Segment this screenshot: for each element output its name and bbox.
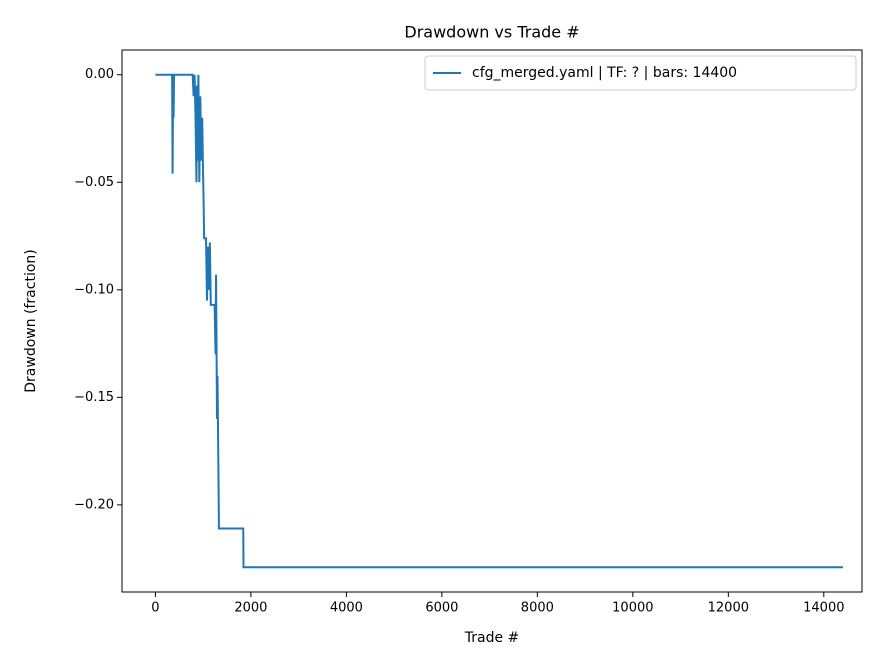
y-tick-label: 0.00 [85, 67, 114, 82]
x-tick-label: 14000 [803, 601, 844, 616]
legend-label: cfg_merged.yaml | TF: ? | bars: 14400 [472, 65, 737, 81]
x-tick-label: 4000 [330, 601, 363, 616]
x-axis-label: Trade # [464, 630, 520, 646]
y-tick-label: −0.20 [74, 497, 114, 512]
y-tick-label: −0.10 [74, 282, 114, 297]
legend-box [424, 55, 857, 91]
x-tick-label: 10000 [612, 601, 653, 616]
x-tick-label: 12000 [708, 601, 749, 616]
x-tick-label: 0 [151, 601, 159, 616]
x-tick-label: 6000 [425, 601, 458, 616]
x-tick-label: 8000 [521, 601, 554, 616]
data-line [155, 73, 843, 569]
chart-title: Drawdown vs Trade # [404, 23, 579, 42]
x-tick-label: 2000 [234, 601, 267, 616]
y-axis-label: Drawdown (fraction) [23, 249, 39, 393]
axes-frame [121, 49, 863, 593]
y-tick-label: −0.05 [74, 175, 114, 190]
y-tick-label: −0.15 [74, 390, 114, 405]
